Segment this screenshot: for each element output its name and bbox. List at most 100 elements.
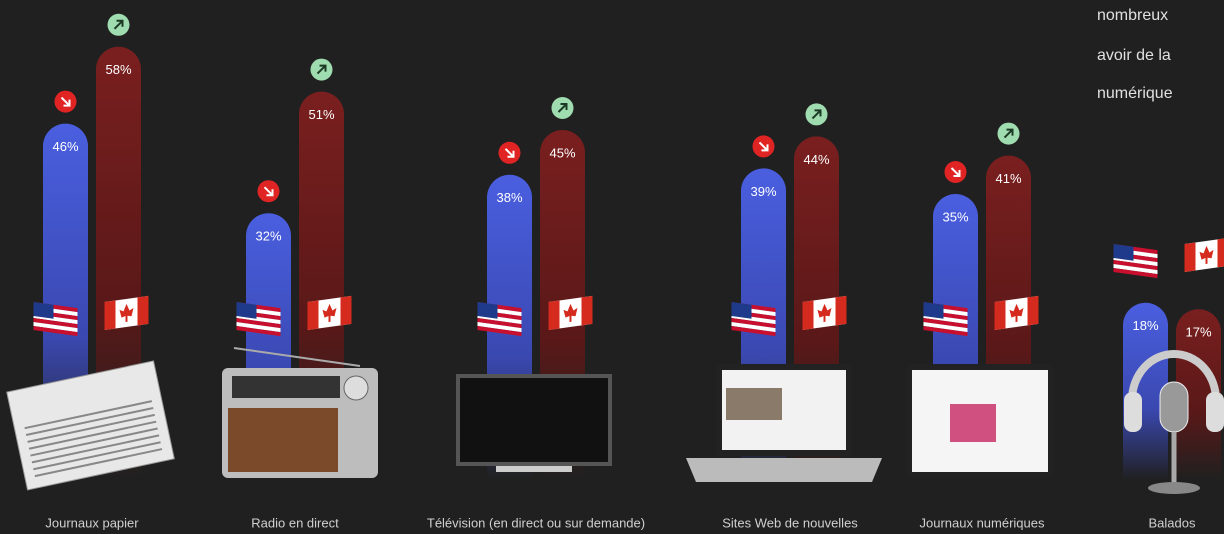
trend-arrow [758,141,769,152]
bar [1123,302,1168,480]
flag-canton [731,302,752,319]
x-tick-label: Sites Web de nouvelles [722,515,858,530]
flag-leaf [1199,245,1214,265]
flag-leaf [119,303,134,323]
trend-arrow [811,109,822,120]
x-tick-label: Journaux numériques [919,515,1045,530]
flag-us [923,302,968,337]
laptop-image [726,388,782,420]
tv-stand [496,466,572,472]
value-label: 44% [803,152,829,167]
mic-foot [1148,482,1200,494]
flag-band [104,300,116,330]
flag-stripe [236,318,281,329]
newspaper [6,360,175,491]
paper-line [27,413,155,443]
flag-band [581,295,593,326]
trend-arrow [557,103,568,113]
value-label: 32% [255,229,281,244]
radio-antenna [233,347,361,367]
value-label: 58% [105,62,131,77]
headphones [1128,350,1220,401]
flag-us [731,302,776,337]
trend-arrow [263,186,274,197]
radio-speaker [228,408,338,472]
flag-stripe [33,322,78,333]
flag-band [994,300,1006,330]
value-label: 38% [496,190,522,205]
flag-us [33,302,78,337]
flag-band [1217,237,1224,268]
value-label: 41% [995,171,1021,186]
flag-canton [477,302,498,319]
earcup [1206,392,1224,432]
flag-stripe [1113,268,1158,279]
flag-ca [1184,237,1224,272]
flag-ca [548,295,593,330]
mic-head [1159,381,1189,433]
paper [6,360,175,491]
paper-line [30,427,158,457]
paper-line [25,407,154,436]
flag-ca [994,295,1039,330]
flag-canton [923,302,944,319]
radio-knob [343,375,369,401]
flag-stripe [1113,260,1158,271]
bar [1176,309,1221,480]
flag-canton [33,302,54,319]
flag-band [802,300,814,330]
flag-leaf [1009,303,1024,323]
flag-canton [236,302,257,319]
flag-band [1027,295,1039,326]
trend-arrow [950,167,961,177]
x-tick-label: Journaux papier [45,515,139,530]
trend-arrow [504,148,515,158]
annotation-line: nombreux [1097,7,1168,24]
paper-line [28,420,157,450]
flag-leaf [817,303,832,323]
flag-us [477,302,522,337]
value-label: 46% [52,139,78,154]
flag-stripe [477,318,522,329]
paper-line [34,448,163,478]
flag-stripe [33,326,78,337]
paper-line [33,441,161,471]
earcup [1124,392,1142,432]
flag-stripe [477,322,522,333]
annotation-line: numérique [1097,85,1173,102]
flag-ca [307,295,352,330]
tablet-image [950,404,996,442]
value-label: 39% [750,184,776,199]
flag-stripe [477,326,522,337]
flag-stripe [731,322,776,333]
flag-stripe [923,322,968,333]
flag-us [236,302,281,337]
flag-ca [802,295,847,330]
flag-canton [1113,244,1134,261]
flag-band [1184,242,1196,272]
flag-stripe [731,326,776,337]
devices [6,347,1224,494]
x-tick-label: Radio en direct [251,515,339,530]
value-label: 17% [1185,325,1211,340]
flag-us [1113,244,1158,279]
flag-stripe [236,326,281,337]
trend-arrow [60,96,71,107]
flag-stripe [1113,264,1158,275]
flag-stripe [236,322,281,333]
value-label: 51% [308,107,334,122]
flag-band [835,295,847,326]
annotation-line: avoir de la [1097,47,1171,64]
x-tick-label: Balados [1149,515,1196,530]
flag-band [137,295,149,326]
trend-arrow [316,64,327,75]
flag-band [307,300,319,330]
flag-leaf [563,303,578,323]
flag-leaf [322,303,337,323]
trend-arrow [1003,128,1014,139]
flag-band [548,300,560,330]
value-label: 35% [942,209,968,224]
flag-ca [104,295,149,330]
trend-arrow [113,19,124,30]
